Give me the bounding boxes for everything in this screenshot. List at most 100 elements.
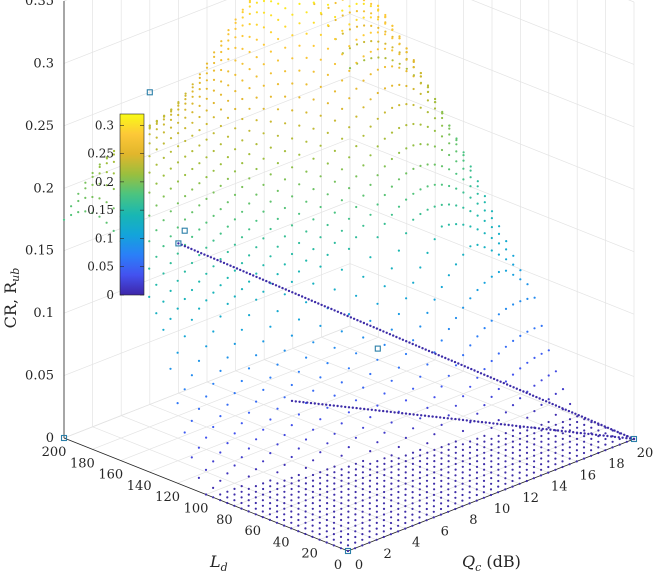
surface-point [355,145,358,148]
surface-point [255,96,258,99]
floor-point [532,465,536,469]
floor-point [304,493,307,496]
grid-line-y [234,0,521,507]
ridge-line-point [213,257,216,260]
floor-point [304,482,307,485]
ridge-line-point [453,360,457,364]
surface-point [148,127,151,130]
floor-point [497,485,500,488]
floor-point [390,476,393,479]
ridge-line-point [347,406,351,409]
floor-point [575,460,578,463]
surface-point [419,212,422,216]
surface-point [340,268,343,271]
floor-point [475,471,479,474]
floor-point [347,471,350,474]
floor-point [404,505,407,508]
surface-point [176,351,179,354]
ridge-line-point [590,419,593,422]
floor-point [375,527,378,530]
surface-point [363,59,366,62]
ridge-line-point [385,410,389,413]
ridge-line-point [610,435,613,438]
surface-point [177,113,180,117]
surface-point [269,200,272,203]
surface-point [176,226,179,229]
surface-point [190,318,193,321]
ridge-line-point [323,305,326,308]
floor-point [261,493,265,496]
surface-point [504,269,508,272]
floor-point [290,504,293,507]
surface-point [169,187,172,190]
surface-point [77,211,80,214]
floor-point [554,468,557,471]
floor-point [404,521,407,525]
surface-point [155,204,158,207]
surface-point [305,32,308,35]
ridge-line-point [226,263,229,266]
floor-point [440,496,443,499]
ridge-line-point [298,400,301,403]
surface-point [176,252,179,255]
ridge-line-point [597,422,600,425]
surface-point [426,84,430,87]
ridge-line-point [437,354,440,357]
floor-point [425,513,428,516]
surface-point [241,185,244,189]
surface-point [398,104,401,107]
surface-point [227,33,230,36]
surface-point [155,128,158,131]
surface-point [362,55,365,58]
floor-point [375,510,378,513]
surface-point [227,47,230,51]
ridge-line-point [321,403,324,406]
surface-point [191,95,194,98]
surface-point [448,142,451,145]
floor-point [419,448,422,451]
surface-point [454,404,457,407]
floor-point [319,471,322,474]
surface-point [462,206,465,209]
floor-point [333,465,336,468]
surface-point [319,85,322,88]
surface-point [220,44,223,47]
surface-point [412,75,415,78]
surface-point [91,211,94,214]
surface-point [412,167,415,170]
surface-point [191,211,194,214]
floor-point [447,460,450,463]
surface-point [376,68,379,71]
floor-point [347,538,350,541]
floor-point [447,488,450,491]
surface-point [433,205,436,208]
surface-point [248,228,251,231]
surface-point [504,411,507,414]
floor-point [532,471,536,474]
floor-point [582,457,586,460]
floor-point [518,471,521,474]
floor-point [483,457,486,460]
surface-point [362,106,365,109]
surface-point [363,40,366,44]
surface-point [234,59,237,62]
ridge-line-point [351,406,354,409]
floor-point [354,462,357,465]
floor-point [454,474,457,477]
surface-point [347,411,350,414]
surface-point [412,387,415,390]
surface-point [262,290,265,293]
surface-point [370,40,373,43]
grid-line-z [63,138,635,253]
surface-point [419,143,422,146]
floor-point [504,460,507,463]
surface-point [526,330,529,333]
ridge-line-point [328,404,332,407]
floor-point [461,488,464,491]
surface-point [212,239,215,242]
floor-point [368,479,372,482]
surface-point [226,356,229,359]
surface-point [440,385,443,388]
ridge-line-point [434,352,437,355]
floor-point [240,485,243,488]
